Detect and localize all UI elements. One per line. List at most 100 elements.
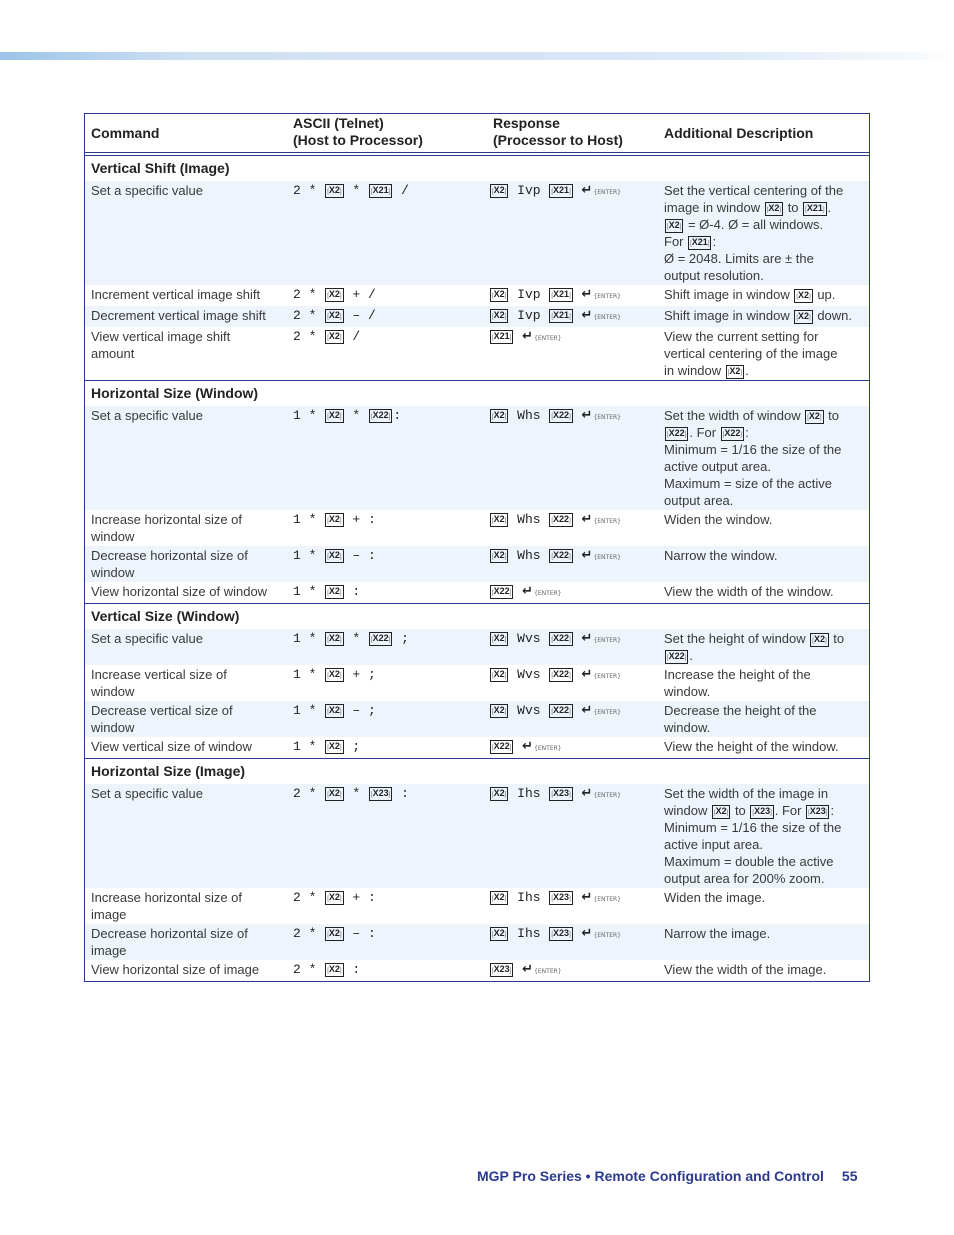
cell-ascii: 2 * [X2] – : <box>293 926 376 941</box>
footer-title: MGP Pro Series • Remote Configuration an… <box>477 1168 824 1184</box>
cell-ascii: 1 * [X2] * [X22]: <box>293 408 402 423</box>
enter-icon: {ENTER} <box>582 709 621 716</box>
header-description: Additional Description <box>664 124 814 141</box>
variable-box: [X2] <box>490 288 509 302</box>
variable-box: [X23] <box>490 963 514 977</box>
variable-box: [X2] <box>794 289 813 303</box>
variable-box: [X22] <box>490 585 514 599</box>
variable-box: [X2] <box>325 309 344 323</box>
variable-box: [X23] <box>806 805 830 819</box>
cell-command: Decrease vertical size of window <box>91 703 233 735</box>
variable-box: [X2] <box>325 184 344 198</box>
section-title: Vertical Shift (Image) <box>91 160 230 176</box>
enter-icon: {ENTER} <box>582 932 621 939</box>
enter-icon: {ENTER} <box>582 554 621 561</box>
table-row: Set a specific value 1 * [X2] * [X22]: [X2… <box>85 406 869 510</box>
table-row: Set a specific value 2 * [X2] * [X23] : [X… <box>85 784 869 888</box>
variable-box: [X23] <box>549 927 573 941</box>
variable-box: [X21] <box>549 288 573 302</box>
variable-box: [X2] <box>794 310 813 324</box>
cell-command: View horizontal size of image <box>91 962 260 977</box>
variable-box: [X2] <box>725 365 745 379</box>
enter-icon: {ENTER} <box>582 293 621 300</box>
cell-command: Increase vertical size of window <box>91 667 227 699</box>
table-row: Increment vertical image shift 2 * [X2] +… <box>85 285 869 306</box>
cell-description: Narrow the image. <box>664 926 771 941</box>
cell-command: Decrease horizontal size of window <box>91 548 248 580</box>
cell-response: [X2] Ivp [X21] {ENTER} <box>484 286 658 305</box>
variable-box: [X2] <box>325 927 344 941</box>
table-header: Command ASCII (Telnet) (Host to Processor… <box>85 114 869 153</box>
variable-box: [X2] <box>325 704 344 718</box>
variable-box: [X2] <box>490 409 509 423</box>
cell-command: Set a specific value <box>91 631 204 646</box>
variable-box: [X2] <box>810 633 829 647</box>
enter-icon: {ENTER} <box>522 968 561 975</box>
cell-response: [X2] Whs [X22] {ENTER} <box>484 407 658 509</box>
table-row: View horizontal size of window 1 * [X2] :… <box>85 582 869 603</box>
cell-ascii: 2 * [X2] – / <box>293 308 376 323</box>
table-row: View horizontal size of image 2 * [X2] :[… <box>85 960 869 981</box>
variable-box: [X2] <box>490 787 509 801</box>
command-table: Command ASCII (Telnet) (Host to Processor… <box>84 113 870 982</box>
cell-command: Increment vertical image shift <box>91 287 261 302</box>
variable-box: [X23] <box>750 805 774 819</box>
table-row: View vertical size of window 1 * [X2] ; [X… <box>85 737 869 758</box>
cell-description: Set the height of window [X2] to [X22]. <box>664 631 845 664</box>
variable-box: [X2] <box>490 704 509 718</box>
cell-response: [X2] Wvs [X22] {ENTER} <box>484 630 658 664</box>
cell-ascii: 2 * [X2] * [X21] / <box>293 183 409 198</box>
table-row: Decrease horizontal size of image 2 * [X2… <box>85 924 869 960</box>
table-row: Decrease horizontal size of window 1 * [X… <box>85 546 869 582</box>
enter-icon: {ENTER} <box>522 590 561 597</box>
header-ascii: ASCII (Telnet) (Host to Processor) <box>286 114 484 152</box>
cell-ascii: 2 * [X2] * [X23] : <box>293 786 409 801</box>
cell-description: Decrease the height of the window. <box>664 703 817 735</box>
table-row: Increase horizontal size of window 1 * [X… <box>85 510 869 546</box>
enter-icon: {ENTER} <box>582 792 621 799</box>
variable-box: [X2] <box>325 668 344 682</box>
cell-description: Widen the window. <box>664 512 773 527</box>
header-double-rule <box>85 153 869 156</box>
table-row: Decrement vertical image shift 2 * [X2] –… <box>85 306 869 327</box>
header-response: Response (Processor to Host) <box>484 114 658 152</box>
section-title: Horizontal Size (Window) <box>91 385 259 401</box>
cell-description: Shift image in window [X2] up. <box>664 287 836 303</box>
table-body: Vertical Shift (Image) Set a specific val… <box>85 156 869 981</box>
variable-box: [X2] <box>325 891 344 905</box>
variable-box: [X22] <box>549 409 573 423</box>
variable-box: [X21] <box>549 184 573 198</box>
variable-box: [X21] <box>368 184 393 198</box>
section-title: Horizontal Size (Image) <box>91 763 246 779</box>
cell-description: View the current setting for vertical ce… <box>664 329 838 379</box>
variable-box: [X2] <box>325 288 344 302</box>
variable-box: [X21] <box>688 236 712 250</box>
variable-box: [X22] <box>549 513 573 527</box>
variable-box: [X2] <box>325 409 344 423</box>
cell-description: View the height of the window. <box>664 739 839 754</box>
variable-box: [X2] <box>490 184 509 198</box>
cell-description: Set the width of the image in window [X2… <box>664 786 842 886</box>
cell-ascii: 1 * [X2] * [X22] ; <box>293 631 409 646</box>
table-section: Vertical Size (Window) Set a specific val… <box>85 603 869 758</box>
enter-icon: {ENTER} <box>582 673 621 680</box>
variable-box: [X22] <box>549 632 573 646</box>
variable-box: [X2] <box>490 513 509 527</box>
enter-icon: {ENTER} <box>582 637 621 644</box>
variable-box: [X2] <box>490 549 509 563</box>
enter-icon: {ENTER} <box>582 414 621 421</box>
header-response-line2: (Processor to Host) <box>493 132 623 148</box>
enter-icon: {ENTER} <box>522 335 561 342</box>
variable-box: [X2] <box>325 740 344 754</box>
cell-command: View vertical image shift amount <box>91 329 231 361</box>
cell-response: [X2] Whs [X22] {ENTER} <box>484 511 658 545</box>
page-footer: MGP Pro Series • Remote Configuration an… <box>477 1168 857 1184</box>
cell-description: Widen the image. <box>664 890 766 905</box>
page-number: 55 <box>841 1168 858 1184</box>
variable-box: [X2] <box>490 891 509 905</box>
cell-ascii: 1 * [X2] + ; <box>293 667 376 682</box>
header-gradient-bar <box>0 52 954 60</box>
variable-box: [X22] <box>549 668 573 682</box>
cell-response: [X2] Ihs [X23] {ENTER} <box>484 925 658 959</box>
variable-box: [X2] <box>711 805 731 819</box>
